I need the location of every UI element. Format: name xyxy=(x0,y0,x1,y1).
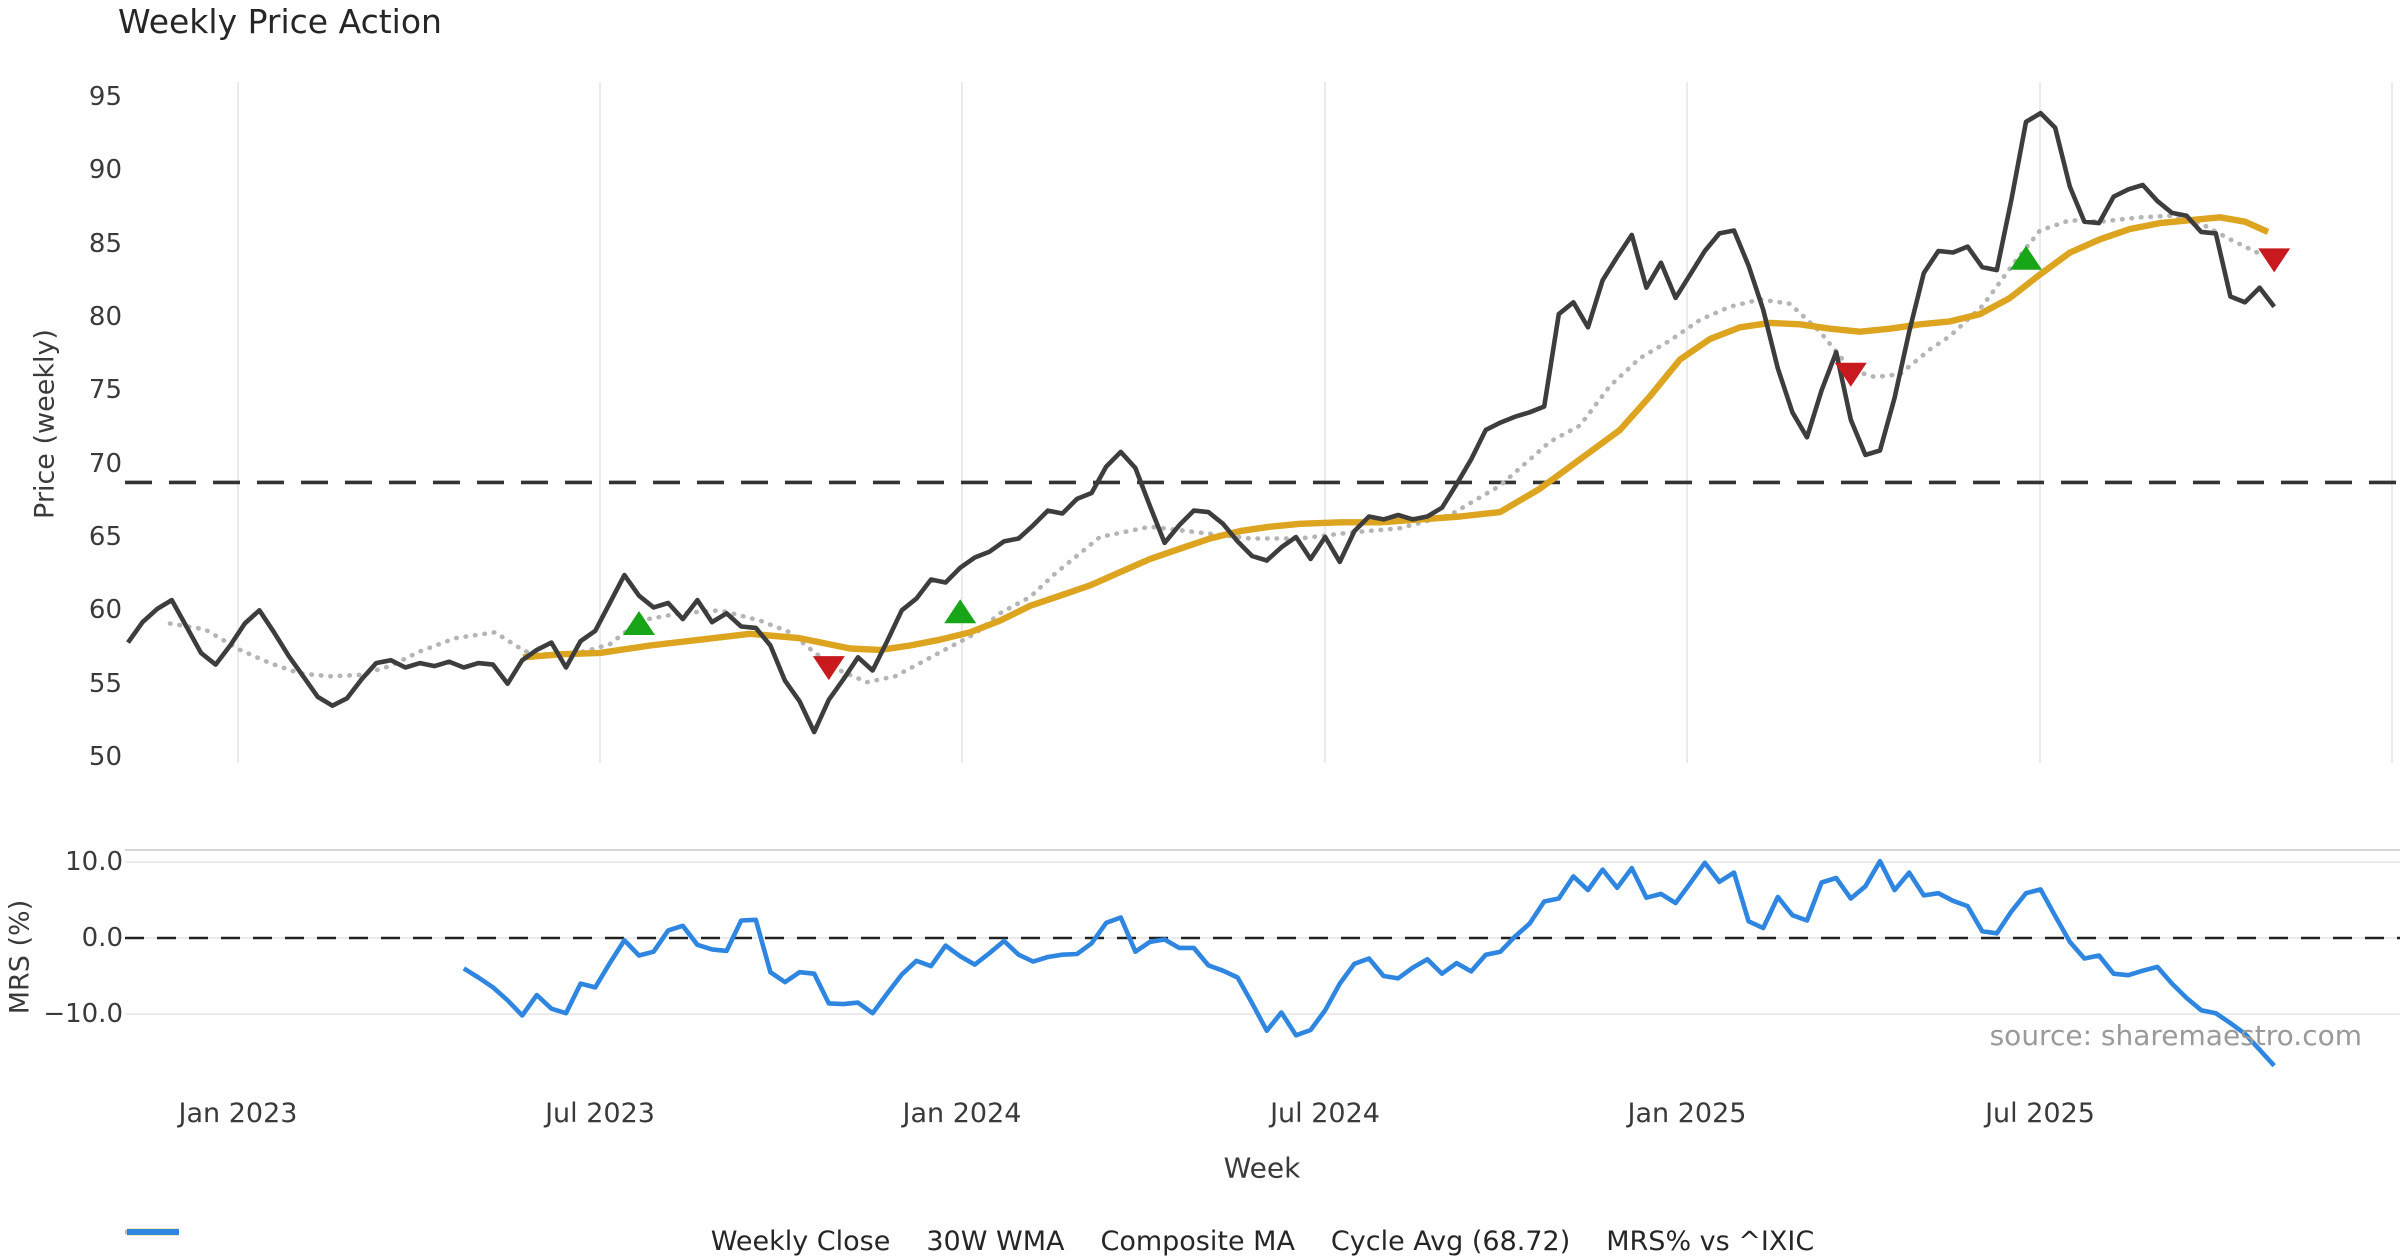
legend-item-composite-ma: Composite MA xyxy=(125,1226,1295,1257)
mrs-y-tick-label: −10.0 xyxy=(43,999,123,1029)
composite-ma-line xyxy=(167,213,2260,685)
price-y-tick-label: 70 xyxy=(88,448,122,479)
legend-item-weekly-close: Weekly Close xyxy=(127,1226,891,1257)
x-tick-label: Jul 2024 xyxy=(1270,1098,1380,1129)
wma-line xyxy=(522,214,2270,661)
legend-label-weekly-close: Weekly Close xyxy=(710,1226,891,1257)
buy-marker xyxy=(2010,245,2042,270)
x-tick-label: Jan 2023 xyxy=(178,1098,298,1129)
legend: Weekly Close 30W WMA Composite MA Cycle … xyxy=(125,1226,2400,1257)
mrs-y-tick-label: 0.0 xyxy=(81,923,123,953)
legend-label-30w-wma: 30W WMA xyxy=(926,1226,1065,1257)
buy-marker xyxy=(944,599,977,624)
legend-label-composite-ma: Composite MA xyxy=(1100,1226,1295,1257)
sell-marker xyxy=(1834,362,1867,387)
legend-item-30w-wma: 30W WMA xyxy=(127,1226,1065,1257)
x-tick-label: Jan 2024 xyxy=(902,1098,1022,1129)
x-tick-label: Jul 2025 xyxy=(1985,1098,2095,1129)
price-y-tick-label: 75 xyxy=(88,375,122,406)
price-y-tick-label: 55 xyxy=(88,668,122,699)
price-y-tick-label: 85 xyxy=(88,228,122,259)
price-y-tick-label: 95 xyxy=(88,81,122,112)
legend-item-mrs: MRS% vs ^IXIC xyxy=(127,1226,1815,1257)
source-note: source: sharemaestro.com xyxy=(1989,1019,2362,1052)
chart-title: Weekly Price Action xyxy=(118,2,442,41)
price-y-tick-label: 80 xyxy=(88,301,122,332)
mrs-y-tick-label: 10.0 xyxy=(65,847,123,877)
mrs-line xyxy=(462,858,2276,1068)
x-axis-label: Week xyxy=(1223,1151,1301,1185)
price-y-axis-label: Price (weekly) xyxy=(29,329,61,519)
legend-swatch-mrs xyxy=(127,1229,179,1235)
legend-label-cycle-avg: Cycle Avg (68.72) xyxy=(1330,1226,1571,1257)
legend-label-mrs: MRS% vs ^IXIC xyxy=(1606,1226,1815,1257)
buy-marker xyxy=(623,610,655,635)
price-y-tick-label: 50 xyxy=(88,742,122,772)
x-tick-label: Jan 2025 xyxy=(1627,1098,1747,1129)
price-y-tick-label: 65 xyxy=(88,521,122,552)
sell-marker xyxy=(812,656,845,681)
price-y-tick-label: 60 xyxy=(88,595,122,626)
sell-marker xyxy=(2258,248,2291,273)
price-y-tick-label: 90 xyxy=(88,155,122,186)
weekly-close-line xyxy=(126,110,2277,735)
x-tick-label: Jul 2023 xyxy=(545,1098,655,1129)
legend-item-cycle-avg: Cycle Avg (68.72) xyxy=(127,1226,1571,1257)
